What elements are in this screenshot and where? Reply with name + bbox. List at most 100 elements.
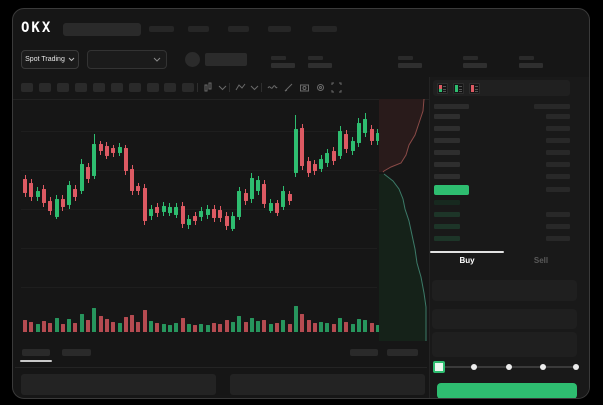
- timeframe-button-7[interactable]: [129, 83, 141, 92]
- bid-row-amount: [546, 212, 570, 217]
- nav-item-3[interactable]: [228, 26, 249, 32]
- stat-label-2: [308, 56, 323, 60]
- slider-dot-3[interactable]: [506, 364, 512, 370]
- buy-button[interactable]: [437, 383, 577, 398]
- book-combined-icon[interactable]: [437, 83, 448, 94]
- slider-handle[interactable]: [433, 361, 445, 373]
- depth-asks-line: [382, 98, 425, 173]
- volume-bar: [344, 322, 349, 332]
- volume-bar: [306, 320, 311, 332]
- nav-item-2[interactable]: [188, 26, 209, 32]
- pair-dropdown[interactable]: [87, 50, 167, 69]
- depth-bids-area: [379, 174, 426, 341]
- timeframe-button-1[interactable]: [21, 83, 33, 92]
- slider-dot-5[interactable]: [573, 364, 579, 370]
- volume-bar: [79, 314, 84, 332]
- nav-item-5[interactable]: [312, 26, 337, 32]
- bottom-action-placeholder[interactable]: [350, 349, 378, 356]
- timeframe-button-5[interactable]: [93, 83, 105, 92]
- ask-row-amount: [546, 150, 570, 155]
- camera-icon[interactable]: [299, 82, 310, 93]
- candle: [199, 211, 204, 217]
- chevron-down-icon: [68, 57, 75, 62]
- stat-label-1: [271, 56, 286, 60]
- book-asks-icon[interactable]: [469, 83, 480, 94]
- total-field[interactable]: [432, 332, 577, 357]
- indicators-icon[interactable]: [235, 82, 246, 93]
- bottom-action-placeholder[interactable]: [387, 349, 418, 356]
- bottom-tab-active[interactable]: [22, 349, 50, 356]
- bottom-panel-right: [230, 374, 425, 395]
- candlestick-chart[interactable]: [21, 101, 380, 341]
- volume-bar: [180, 318, 185, 332]
- chart-type-icon[interactable]: [203, 82, 214, 93]
- price-field[interactable]: [432, 280, 577, 301]
- volume-bar: [218, 324, 223, 332]
- ask-row-price[interactable]: [434, 126, 460, 131]
- toolbar-divider: [197, 83, 198, 92]
- book-bids-icon[interactable]: [453, 83, 464, 94]
- nav-item-1[interactable]: [149, 26, 174, 32]
- bid-row-price[interactable]: [434, 224, 460, 229]
- candle: [180, 206, 185, 224]
- candle: [123, 148, 128, 171]
- orderbook-header-right: [534, 104, 570, 109]
- volume-bar: [224, 320, 229, 332]
- timeframe-button-10[interactable]: [182, 83, 194, 92]
- candle: [117, 147, 122, 153]
- tab-buy[interactable]: Buy: [459, 256, 475, 265]
- volume-bar: [237, 316, 242, 332]
- ask-row-amount: [546, 162, 570, 167]
- draw-icon[interactable]: [283, 82, 294, 93]
- timeframe-button-8[interactable]: [147, 83, 159, 92]
- nav-item-4[interactable]: [268, 26, 291, 32]
- search-input[interactable]: [63, 23, 141, 36]
- volume-bar: [325, 323, 330, 332]
- slider-dot-2[interactable]: [471, 364, 477, 370]
- last-price-amount: [546, 187, 570, 192]
- candle: [369, 129, 374, 141]
- candle: [155, 207, 160, 213]
- candle: [218, 210, 223, 218]
- candle: [300, 128, 305, 166]
- ask-row-amount: [546, 126, 570, 131]
- volume-bar: [73, 323, 78, 332]
- timeframe-button-6[interactable]: [111, 83, 123, 92]
- candle: [23, 179, 27, 193]
- volume-bar: [331, 324, 336, 332]
- timeframe-button-4[interactable]: [75, 83, 87, 92]
- ask-row-price[interactable]: [434, 162, 460, 167]
- timeframe-button-2[interactable]: [39, 83, 51, 92]
- ask-row-price[interactable]: [434, 174, 460, 179]
- chevron-down-icon[interactable]: [217, 82, 228, 93]
- bottom-panel-left: [21, 374, 216, 395]
- bid-row-price[interactable]: [434, 212, 460, 217]
- candle: [67, 185, 72, 205]
- bottom-tab[interactable]: [62, 349, 91, 356]
- timeframe-button-9[interactable]: [164, 83, 176, 92]
- amount-field[interactable]: [432, 309, 577, 329]
- slider-dot-4[interactable]: [540, 364, 546, 370]
- candle: [205, 209, 210, 215]
- candle: [344, 134, 349, 149]
- depth-chart: [379, 98, 427, 341]
- chevron-down-icon[interactable]: [249, 82, 260, 93]
- ask-row-price[interactable]: [434, 138, 460, 143]
- candle: [312, 164, 317, 171]
- bid-row-price[interactable]: [434, 236, 460, 241]
- settings-icon[interactable]: [315, 82, 326, 93]
- tab-sell[interactable]: Sell: [533, 256, 549, 265]
- candle: [356, 123, 361, 143]
- bid-row-price[interactable]: [434, 200, 460, 205]
- ask-row-price[interactable]: [434, 150, 460, 155]
- market-type-selector[interactable]: Spot Trading: [21, 50, 79, 69]
- timeframe-button-3[interactable]: [57, 83, 69, 92]
- bid-row-amount: [546, 224, 570, 229]
- ask-row-price[interactable]: [434, 114, 460, 119]
- volume-bar: [230, 322, 235, 332]
- okx-logo[interactable]: OKX: [21, 20, 53, 36]
- wave-icon[interactable]: [267, 82, 278, 93]
- candle: [281, 191, 286, 207]
- candle: [268, 203, 273, 211]
- fullscreen-icon[interactable]: [331, 82, 342, 93]
